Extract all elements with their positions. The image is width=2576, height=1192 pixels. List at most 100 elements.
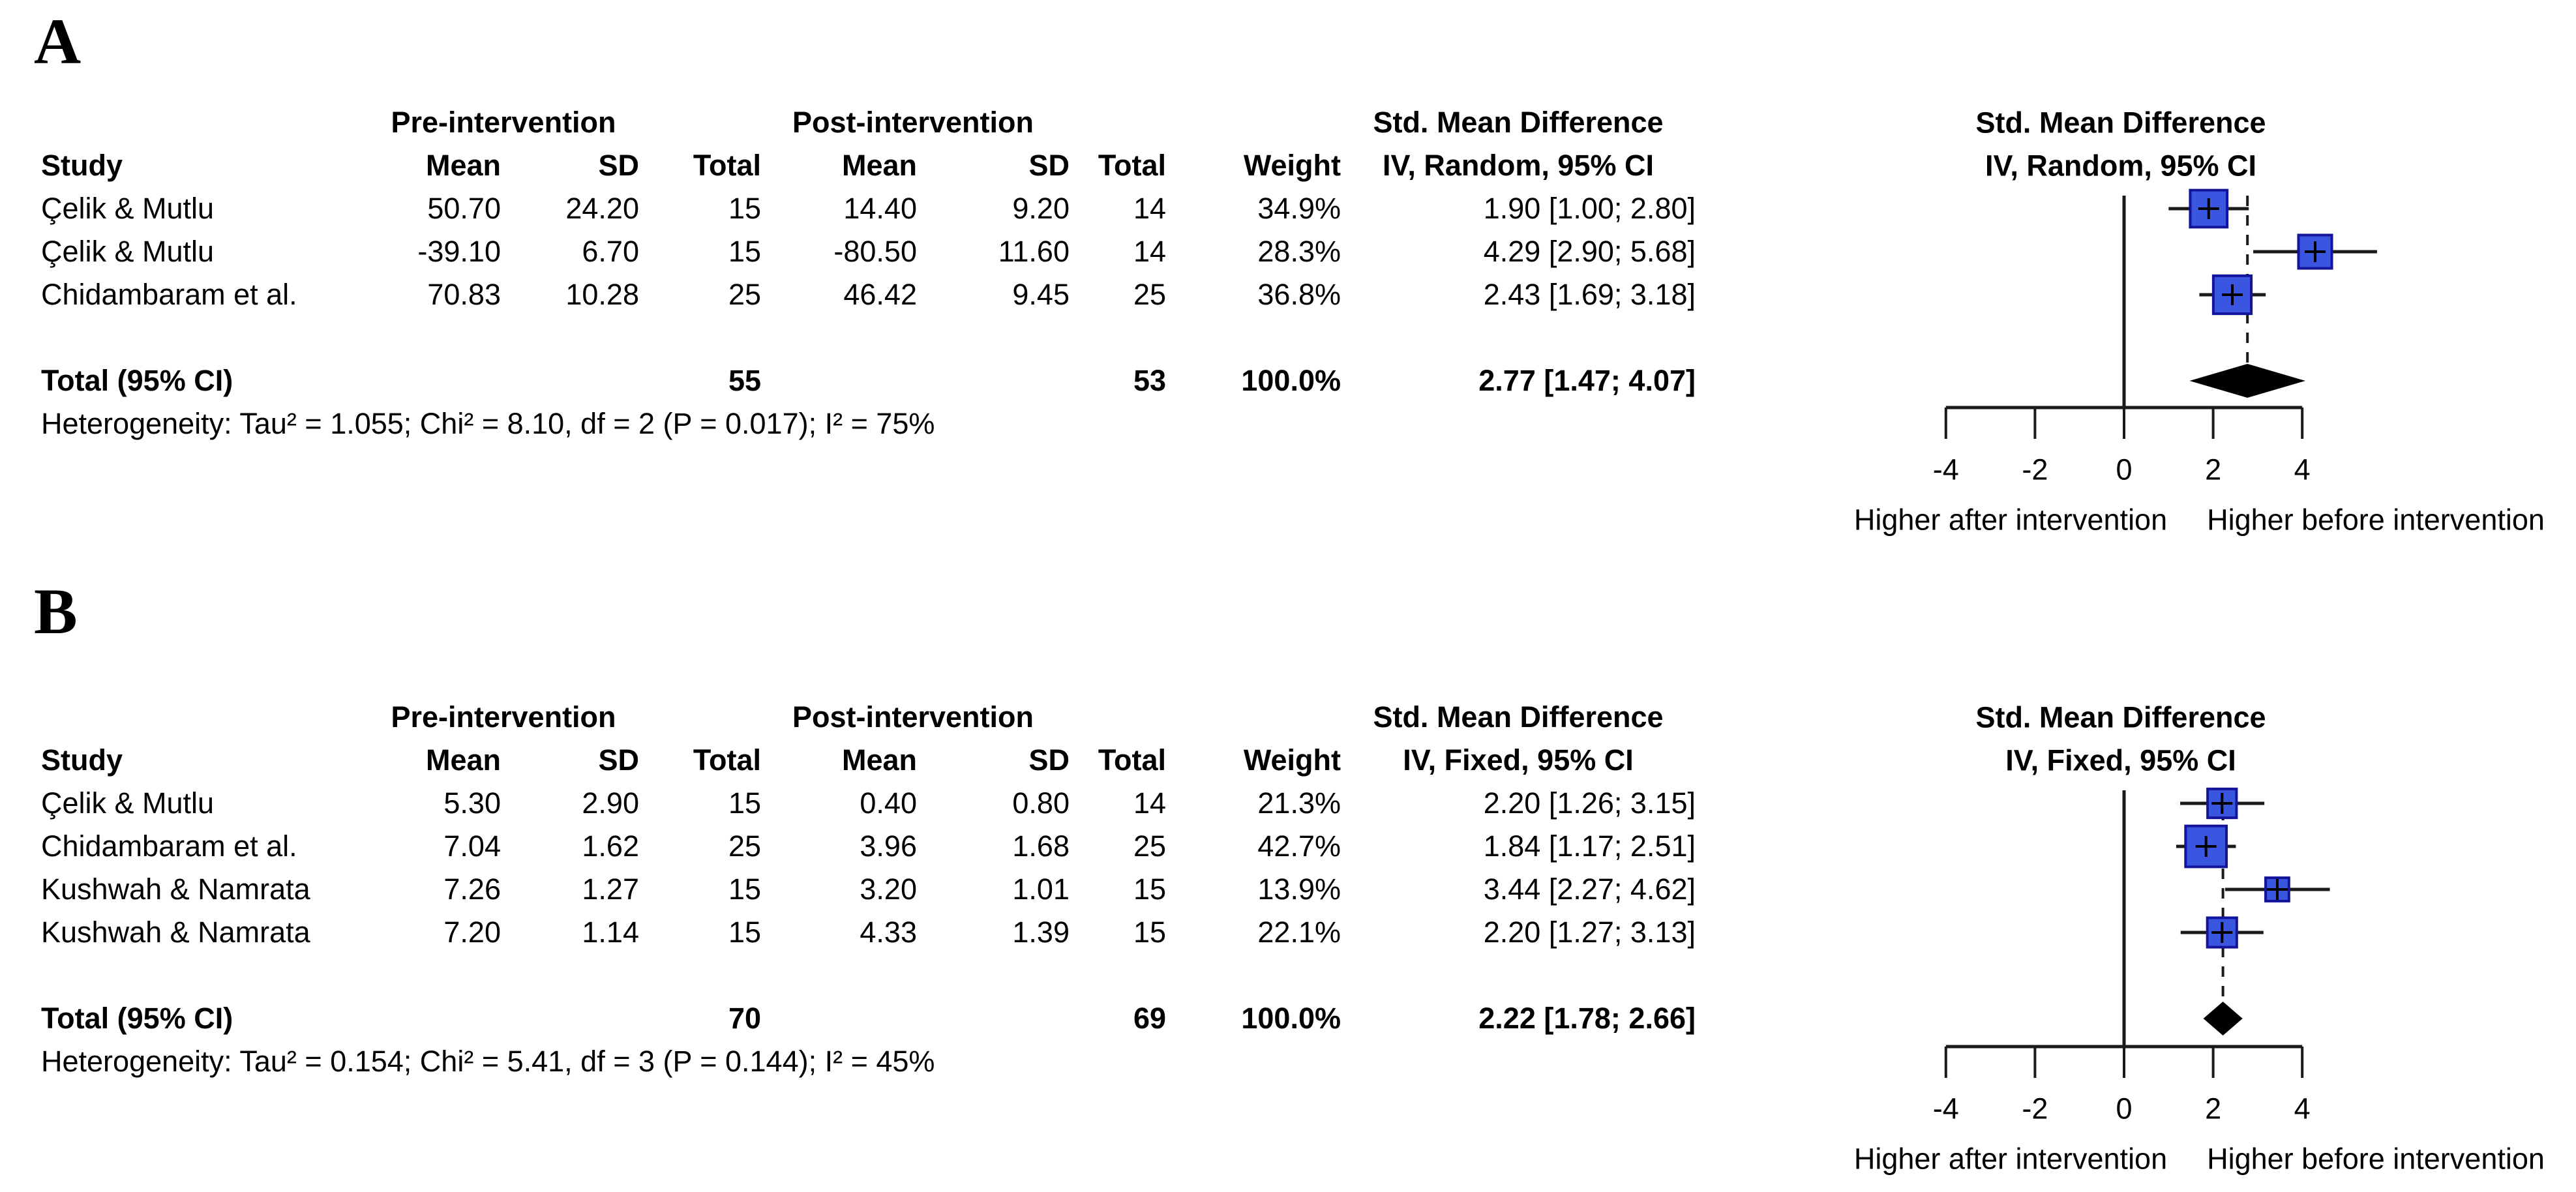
- total-row-cell-pre_total: 70: [728, 1002, 761, 1035]
- column-header-row-cell-pre_mean: Mean: [425, 743, 501, 777]
- study-row-cell-study: Çelik & Mutlu: [41, 192, 215, 225]
- x-axis-tick-label: 4: [2294, 1092, 2311, 1125]
- study-row-cell-pre_sd: 6.70: [582, 235, 639, 268]
- study-row-cell-post_total: 25: [1133, 278, 1166, 311]
- column-header-row-cell-weight: Weight: [1243, 743, 1341, 777]
- study-row-cell-post_mean: 46.42: [843, 278, 917, 311]
- study-row-cell-smd_text: 2.20 [1.27; 3.13]: [1483, 916, 1696, 949]
- spacer: [0, 144, 41, 187]
- spacer: [0, 273, 41, 316]
- pooled-diamond: [2189, 364, 2305, 398]
- total-row-cell-pre_mean: [406, 997, 501, 1040]
- study-row-cell-post_total: 14: [1133, 786, 1166, 820]
- x-axis-tick-label: -2: [2022, 453, 2048, 486]
- x-axis-tick-label: 2: [2205, 453, 2221, 486]
- total-row-cell-study: Total (95% CI): [41, 364, 233, 397]
- total-row-cell-post_sd: [917, 997, 1070, 1040]
- column-header-row: Study Mean SD Total Mean SD Total Weight IV, Ran…: [0, 144, 1728, 187]
- column-header-row-cell-pre_mean: Mean: [425, 149, 501, 182]
- study-row-cell-weight: 21.3%: [1257, 786, 1341, 820]
- x-axis-tick-label: 4: [2294, 453, 2311, 486]
- study-row-cell-pre_total: 15: [728, 916, 761, 949]
- column-header-row-cell-smd_text: IV, Fixed, 95% CI: [1403, 743, 1634, 777]
- study-row-cell-post_sd: 1.01: [1012, 872, 1070, 906]
- axis-direction-label-left: Higher after intervention: [1854, 503, 2167, 537]
- study-row-cell-pre_mean: 7.26: [443, 872, 501, 906]
- study-row-cell-study: Çelik & Mutlu: [41, 235, 215, 268]
- total-row-cell-smd_text: 2.22 [1.78; 2.66]: [1478, 1002, 1696, 1035]
- pooled-diamond: [2203, 1002, 2243, 1036]
- spacer: [0, 187, 41, 230]
- study-row-cell-post_mean: 3.96: [860, 829, 917, 863]
- total-row-cell-post_total: 69: [1133, 1002, 1166, 1035]
- study-row: Chidambaram et al. 7.04 1.62 25 3.96 1.68 25 42…: [0, 825, 1728, 868]
- study-row-cell-post_total: 14: [1133, 192, 1166, 225]
- total-row-cell-pre_mean: [406, 359, 501, 402]
- study-row-cell-weight: 13.9%: [1257, 872, 1341, 906]
- study-row-cell-post_sd: 9.20: [1012, 192, 1070, 225]
- group-header: Post-intervention: [792, 700, 1034, 734]
- x-axis-tick-label: -4: [1933, 453, 1959, 486]
- study-row-cell-study: Chidambaram et al.: [41, 829, 297, 863]
- study-row-cell-weight: 42.7%: [1257, 829, 1341, 863]
- column-header-row-cell-pre_total: Total: [693, 743, 761, 777]
- total-row-cell-post_sd: [917, 359, 1070, 402]
- column-header-row-cell-study: Study: [41, 149, 123, 182]
- column-header-row-cell-post_sd: SD: [1028, 743, 1070, 777]
- study-row-cell-pre_total: 25: [728, 278, 761, 311]
- study-row-cell-pre_total: 15: [728, 786, 761, 820]
- forest-plot-A: Std. Mean Difference IV, Random, 95% CI -4…: [1854, 106, 2545, 537]
- study-row-cell-pre_sd: 1.14: [582, 916, 639, 949]
- column-header-row-cell-post_mean: Mean: [841, 743, 917, 777]
- study-row-cell-smd_text: 2.20 [1.26; 3.15]: [1483, 786, 1696, 820]
- group-header: Std. Mean Difference: [1373, 700, 1664, 734]
- panel-label-B: B: [34, 575, 78, 648]
- study-row-cell-pre_mean: 5.30: [443, 786, 501, 820]
- spacer: [0, 868, 41, 911]
- study-row-cell-pre_total: 25: [728, 829, 761, 863]
- column-header-row-cell-pre_total: Total: [693, 149, 761, 182]
- panel-label-A: A: [34, 5, 82, 78]
- study-row: Kushwah & Namrata 7.20 1.14 15 4.33 1.39 15 22.…: [0, 911, 1728, 954]
- study-row-cell-pre_mean: -39.10: [417, 235, 501, 268]
- study-row-cell-post_sd: 0.80: [1012, 786, 1070, 820]
- study-row-cell-post_sd: 1.39: [1012, 916, 1070, 949]
- column-header-row-cell-pre_sd: SD: [598, 743, 639, 777]
- total-row-cell-post_total: 53: [1133, 364, 1166, 397]
- total-row-cell-smd_text: 2.77 [1.47; 4.07]: [1478, 364, 1696, 397]
- x-axis-tick-label: -2: [2022, 1092, 2048, 1125]
- forest-plot-B: Std. Mean Difference IV, Fixed, 95% CI -4 -…: [1854, 701, 2545, 1176]
- study-row-cell-study: Kushwah & Namrata: [41, 916, 310, 949]
- column-header-row-cell-weight: Weight: [1243, 149, 1341, 182]
- study-row-cell-post_total: 15: [1133, 916, 1166, 949]
- study-row-cell-study: Chidambaram et al.: [41, 278, 297, 311]
- spacer: [0, 230, 41, 273]
- study-row-cell-post_total: 15: [1133, 872, 1166, 906]
- column-header-row-cell-post_sd: SD: [1028, 149, 1070, 182]
- study-row-cell-pre_sd: 2.90: [582, 786, 639, 820]
- total-row-cell-pre_total: 55: [728, 364, 761, 397]
- column-header-row-cell-post_total: Total: [1098, 149, 1166, 182]
- plot-header: IV, Random, 95% CI: [1985, 149, 2256, 183]
- heterogeneity-text: Heterogeneity: Tau² = 1.055; Chi² = 8.10…: [41, 407, 935, 440]
- total-row-cell-weight: 100.0%: [1241, 364, 1341, 397]
- study-row-cell-weight: 34.9%: [1257, 192, 1341, 225]
- study-row: Çelik & Mutlu 50.70 24.20 15 14.40 9.20 14 34.9…: [0, 187, 1728, 230]
- study-row: Chidambaram et al. 70.83 10.28 25 46.42 9.45 2…: [0, 273, 1728, 316]
- study-row-cell-smd_text: 4.29 [2.90; 5.68]: [1483, 235, 1696, 268]
- study-row-cell-smd_text: 1.84 [1.17; 2.51]: [1483, 829, 1696, 863]
- plot-header: Std. Mean Difference: [1975, 701, 2266, 734]
- study-row-cell-study: Kushwah & Namrata: [41, 872, 310, 906]
- plot-header: Std. Mean Difference: [1975, 106, 2266, 140]
- study-row-cell-smd_text: 3.44 [2.27; 4.62]: [1483, 872, 1696, 906]
- spacer: [0, 782, 41, 825]
- x-axis-tick-label: 0: [2116, 453, 2132, 486]
- study-row-cell-pre_total: 15: [728, 235, 761, 268]
- x-axis-tick-label: 2: [2205, 1092, 2221, 1125]
- study-row-cell-smd_text: 2.43 [1.69; 3.18]: [1483, 278, 1696, 311]
- total-row-cell-weight: 100.0%: [1241, 1002, 1341, 1035]
- study-row-cell-pre_mean: 50.70: [427, 192, 501, 225]
- study-row-cell-study: Çelik & Mutlu: [41, 786, 215, 820]
- axis-direction-label-left: Higher after intervention: [1854, 1142, 2167, 1176]
- x-axis-tick-label: -4: [1933, 1092, 1959, 1125]
